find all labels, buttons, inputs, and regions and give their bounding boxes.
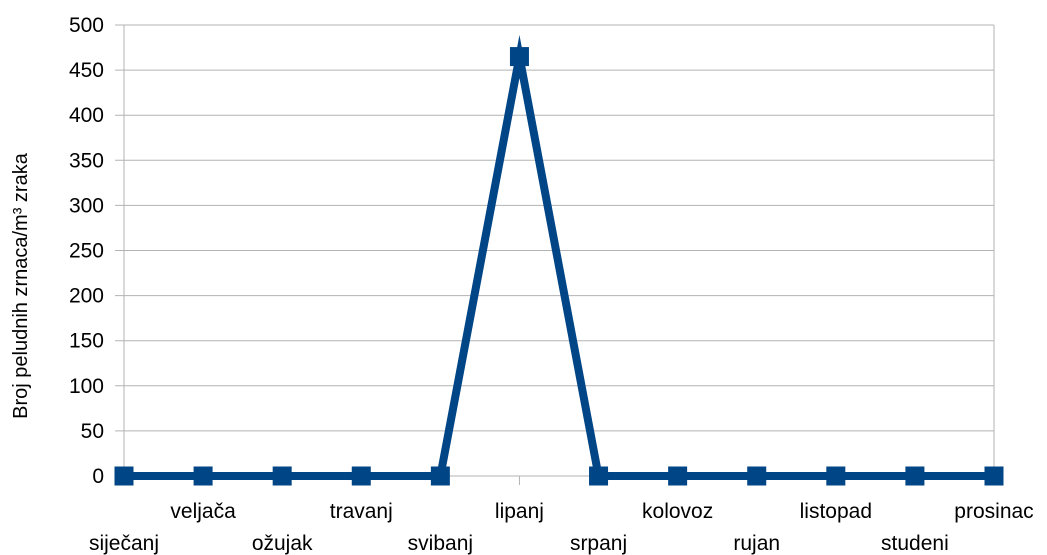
series-line [124,34,994,480]
x-tick-label: prosinac [954,500,1033,523]
y-tick-label: 150 [69,330,104,353]
series-markers [114,47,1004,486]
y-tick-label: 200 [69,285,104,308]
x-tick-label: studeni [881,532,949,555]
data-point-marker [668,466,688,486]
data-point-marker [905,466,925,486]
data-point-marker [826,466,846,486]
y-tick-label: 350 [69,149,104,172]
x-tick-label: lipanj [495,500,544,523]
y-tick-label: 50 [81,420,104,443]
data-point-marker [984,466,1004,486]
data-point-marker [114,466,134,486]
data-point-marker [193,466,213,486]
y-tick-label: 100 [69,375,104,398]
data-point-marker [747,466,767,486]
x-tick-label: svibanj [408,532,473,555]
x-tick-label: siječanj [89,532,159,555]
data-point-marker [351,466,371,486]
y-tick-label: 300 [69,194,104,217]
x-tick-label: listopad [800,500,872,523]
x-tick-label: kolovoz [642,500,713,523]
data-point-marker [272,466,292,486]
data-point-marker [509,47,529,67]
y-axis-title: Broj peludnih zrnaca/m³ zraka [10,152,32,419]
y-tick-labels: 0 50 100 150 200 250 300 350 400 450 500 [69,14,104,488]
y-tick-label: 450 [69,59,104,82]
y-tick-label: 0 [92,465,104,488]
x-tick-label: rujan [733,532,780,555]
data-point-marker [430,466,450,486]
y-tick-label: 250 [69,240,104,263]
x-tick-labels: siječanj veljača ožujak travanj svibanj lipan… [89,500,1034,555]
series-line [124,34,994,480]
data-point-marker [589,466,609,486]
y-tick-label: 500 [69,14,104,37]
x-tick-label: srpanj [570,532,627,555]
x-tick-label: veljača [170,500,236,523]
x-tick-label: travanj [330,500,393,523]
x-tick-label: ožujak [252,532,313,555]
y-tick-label: 400 [69,104,104,127]
